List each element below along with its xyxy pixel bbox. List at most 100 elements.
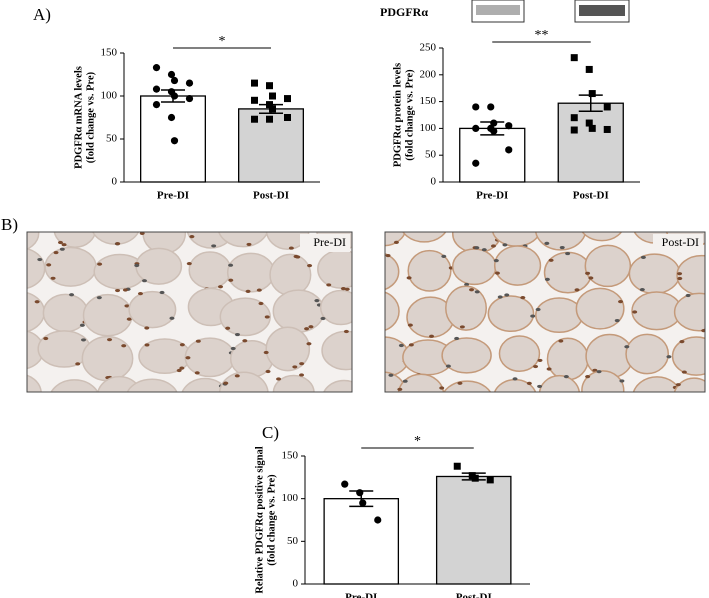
nucleus [402,379,408,383]
nucleus [459,325,465,329]
nucleus [304,327,310,331]
nucleus [292,365,298,369]
nucleus [364,263,369,266]
nucleus [354,366,359,369]
nucleus [403,227,408,230]
muscle-fiber [445,285,487,331]
data-point [374,516,382,524]
y-tick-label: 100 [420,122,437,134]
nucleus [675,383,681,387]
nucleus [230,346,236,351]
data-point [185,79,194,87]
muscle-fiber [385,291,400,331]
nucleus [464,282,470,287]
data-point [471,474,479,482]
muscle-fiber [219,297,271,337]
nucleus [559,245,565,250]
nucleus [126,317,132,321]
nucleus [288,246,294,250]
data-point [603,103,611,111]
nucleus [357,236,362,239]
nucleus [618,300,624,304]
nucleus [658,204,663,207]
nucleus [357,384,362,387]
nucleus [258,301,264,306]
nucleus [69,293,75,297]
nucleus [372,248,377,251]
nucleus [407,323,413,327]
nucleus [444,218,449,221]
muscle-fiber [27,292,46,333]
muscle-fiber [538,374,581,392]
micrograph-frame [384,231,706,393]
bar [323,498,400,585]
micrograph: Pre-DI [9,210,408,417]
nucleus [474,290,480,294]
x-tick-label: Pre-DI [476,190,508,202]
muscle-fiber [265,326,311,372]
nucleus [263,350,269,355]
nucleus [224,396,229,399]
nucleus [9,250,14,253]
nucleus [502,243,508,247]
significance-label: * [414,434,421,449]
data-point [170,92,179,100]
significance-label: * [219,34,226,49]
nucleus [639,287,645,292]
nucleus [494,271,500,275]
nucleus [169,316,175,320]
nucleus [331,210,336,213]
x-tick-label: Post-DI [253,190,289,202]
nucleus [276,377,282,381]
nucleus [260,215,265,218]
label-bg [653,234,703,252]
data-point [152,85,161,93]
nucleus [186,261,192,266]
muscle-fiber [441,337,492,374]
data-point [251,79,258,87]
nucleus [509,415,514,418]
nucleus [360,228,365,231]
nucleus [354,281,359,284]
muscle-fiber [385,371,407,392]
nucleus [343,329,349,334]
data-point [588,90,596,98]
muscle-fiber [628,253,681,295]
nucleus [530,314,536,318]
nucleus [443,404,448,407]
nucleus [46,263,52,267]
nucleus [115,288,121,293]
muscle-fiber [575,287,625,330]
image-label: Pre-DI [313,235,346,249]
muscle-fiber [317,249,352,289]
nucleus [613,404,618,407]
data-point [284,95,291,103]
nucleus [139,232,145,235]
nucleus [393,240,399,244]
nucleus [176,368,182,373]
data-point [167,70,176,79]
muscle-fiber [27,374,42,392]
y-axis-label: (fold change vs. Pre) [404,69,415,161]
nucleus [211,244,217,248]
cells [360,204,705,418]
nucleus [194,371,200,375]
nucleus [225,326,231,330]
nucleus [50,276,56,280]
nucleus [681,370,687,374]
nucleus [639,410,644,413]
nucleus [353,292,358,295]
nucleus [156,414,161,417]
nucleus [234,374,240,378]
nucleus [137,291,143,296]
muscle-fiber [265,232,310,251]
nucleus [230,222,235,225]
micrograph: Post-DI [360,204,706,418]
micrograph-frame [26,231,353,393]
nucleus [469,288,475,292]
muscle-fiber [632,376,682,392]
y-tick-label: 250 [420,42,437,54]
y-tick-label: 100 [282,492,299,504]
muscle-fiber [97,375,142,392]
image-label: Post-DI [662,235,699,249]
